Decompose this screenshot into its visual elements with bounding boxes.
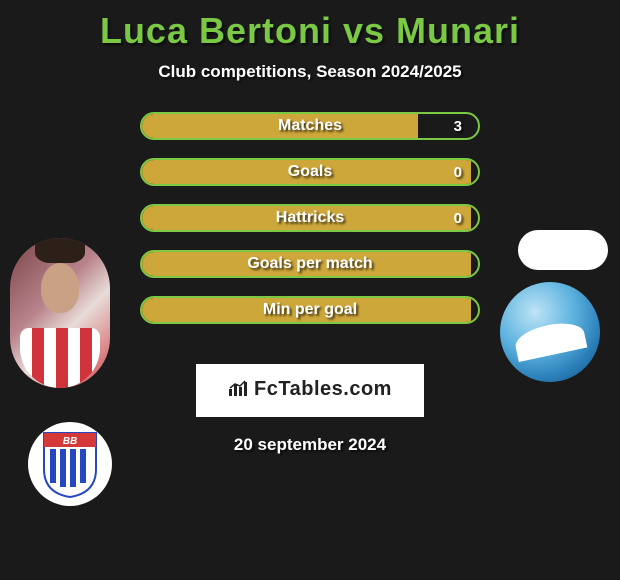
subtitle: Club competitions, Season 2024/2025	[0, 62, 620, 82]
page-title: Luca Bertoni vs Munari	[0, 0, 620, 52]
stat-row: Min per goal	[140, 296, 480, 324]
chart-icon	[228, 379, 250, 403]
brand-badge: FcTables.com	[196, 364, 424, 417]
stat-value: 0	[454, 164, 462, 181]
club-left-badge: BB	[28, 422, 112, 506]
stat-label: Min per goal	[263, 301, 357, 319]
player-right-photo	[518, 230, 608, 270]
stat-row: Matches 3	[140, 112, 480, 140]
stat-value: 0	[454, 210, 462, 227]
stat-rows: Matches 3 Goals 0 Hattricks 0 Goals per match M…	[140, 112, 480, 324]
stat-value: 3	[454, 118, 462, 135]
stat-row: Goals 0	[140, 158, 480, 186]
player-left-photo	[10, 238, 110, 388]
comparison-area: BB Matches3Goals0Hattricks0Goals per mat…	[0, 112, 620, 324]
brand-text: FcTables.com	[254, 378, 392, 400]
club-right-badge	[500, 282, 600, 382]
stat-label: Goals per match	[247, 255, 372, 273]
stat-row: Hattricks 0	[140, 204, 480, 232]
stat-label: Hattricks	[276, 209, 344, 227]
stat-label: Goals	[288, 163, 332, 181]
stat-row: Goals per match	[140, 250, 480, 278]
club-left-text: BB	[63, 436, 77, 447]
stat-label: Matches	[278, 117, 342, 135]
